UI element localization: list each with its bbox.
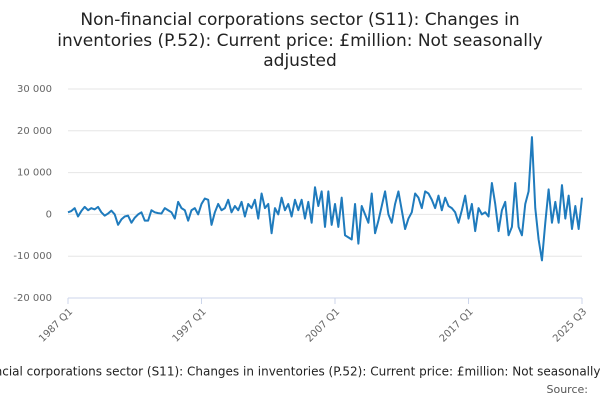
source: Source:: [547, 383, 589, 396]
legend-label: Non-financial corporations sector (S11):…: [0, 365, 600, 379]
y-tick-label: 10 000: [17, 168, 52, 179]
x-tick-label: 2017 Q1: [438, 306, 476, 344]
y-tick-label: -20 000: [13, 293, 52, 304]
x-tick-label: 2025 Q3: [551, 306, 589, 344]
chart-title: Non-financial corporations sector (S11):…: [80, 10, 519, 30]
y-tick-label: -10 000: [13, 251, 52, 262]
x-tick-label: 1997 Q1: [171, 306, 209, 344]
y-tick-label: 30 000: [17, 84, 52, 95]
y-tick-label: 20 000: [17, 126, 52, 137]
chart-title: inventories (P.52): Current price: £mill…: [57, 31, 542, 51]
line-series: [67, 136, 583, 262]
x-tick-label: 2007 Q1: [304, 306, 342, 344]
x-tick-label: 1987 Q1: [37, 306, 75, 344]
chart-title: adjusted: [263, 51, 336, 71]
y-tick-label: 0: [46, 209, 52, 220]
